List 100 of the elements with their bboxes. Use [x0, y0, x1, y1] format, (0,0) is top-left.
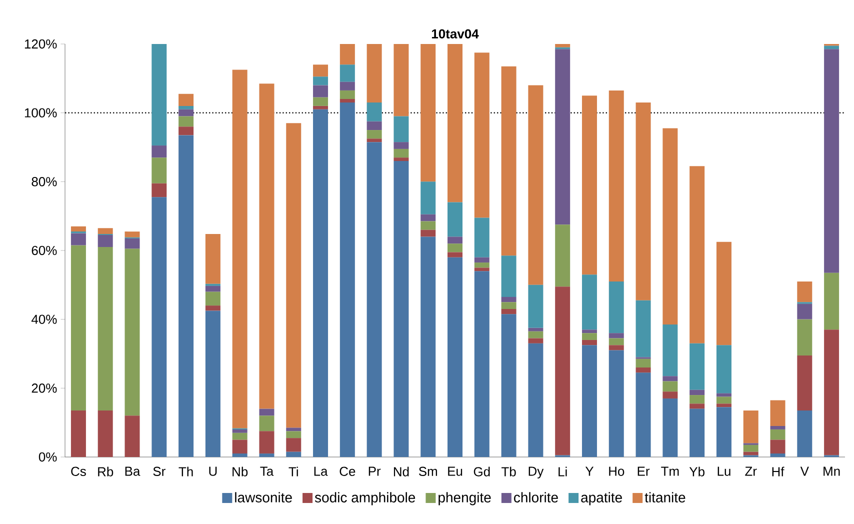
bar: [313, 106, 328, 110]
bar: [124, 238, 140, 249]
bar: [474, 268, 490, 272]
bar: [636, 300, 651, 358]
bar: [286, 123, 302, 428]
bar: [662, 392, 678, 398]
legend-label: lawsonite: [235, 492, 292, 502]
bar: [313, 109, 328, 457]
bar: [286, 428, 302, 432]
bar: [716, 396, 732, 404]
y-tick-label: 0%: [38, 452, 57, 462]
x-tick-label: Sr: [153, 466, 166, 476]
bar: [420, 230, 436, 237]
bar: [340, 44, 355, 65]
x-tick-label: Li: [558, 466, 567, 476]
bar: [501, 308, 516, 314]
bar: [797, 410, 812, 457]
bar: [178, 135, 194, 457]
bar: [340, 99, 355, 102]
bar: [313, 97, 328, 106]
bar: [770, 429, 786, 440]
bar: [797, 355, 812, 411]
bar: [501, 66, 516, 256]
bar: [528, 284, 544, 328]
bar: [98, 235, 113, 248]
bar: [743, 410, 758, 444]
y-tick-label: 80%: [32, 177, 57, 186]
x-tick-label: Gd: [474, 466, 490, 476]
bar: [528, 85, 544, 285]
bar: [690, 395, 705, 404]
legend-label: phengite: [438, 492, 491, 506]
bar: [205, 234, 220, 284]
x-tick-label: Ho: [609, 466, 624, 476]
legend-label: apatite: [581, 492, 622, 506]
bar: [448, 252, 463, 258]
bar: [152, 197, 167, 457]
bar: [313, 85, 328, 98]
x-tick-label: Er: [638, 466, 650, 476]
bar: [690, 390, 705, 396]
bar: [259, 408, 274, 416]
bar: [743, 452, 758, 456]
bar: [636, 368, 651, 373]
bar: [770, 400, 786, 426]
bar: [582, 274, 597, 330]
x-tick-label: Pr: [368, 466, 381, 476]
x-tick-label: Th: [178, 466, 193, 476]
bar: [555, 44, 570, 48]
bar: [70, 233, 86, 246]
bar: [394, 148, 409, 158]
bar: [394, 158, 409, 162]
legend-label: titanite: [644, 492, 686, 502]
bar: [797, 319, 812, 356]
x-tick-label: Ta: [260, 466, 274, 476]
bar: [205, 292, 220, 306]
bar: [474, 262, 490, 268]
x-tick-label: Mn: [824, 466, 840, 476]
legend-label: sodic amphibole: [314, 492, 416, 506]
bar: [608, 345, 624, 350]
bar: [582, 333, 597, 340]
legend-label: chlorite: [514, 492, 558, 502]
bar: [178, 106, 194, 110]
bar: [501, 256, 516, 297]
x-tick-label: U: [209, 466, 217, 476]
x-tick-label: La: [314, 466, 328, 476]
bar: [448, 244, 463, 252]
x-tick-label: Nd: [394, 466, 409, 476]
bar: [448, 44, 463, 202]
bar: [340, 102, 355, 457]
bar: [797, 304, 812, 320]
bar: [770, 454, 786, 457]
bar: [474, 271, 490, 457]
bar: [501, 296, 516, 302]
x-tick-label: V: [800, 466, 809, 476]
y-tick-label: 120%: [24, 39, 57, 49]
bar: [636, 358, 651, 368]
bar: [152, 146, 167, 158]
y-tick-label: 20%: [32, 384, 57, 393]
bar: [152, 44, 167, 146]
bar: [582, 96, 597, 275]
bar: [152, 183, 167, 198]
bar: [824, 330, 840, 456]
bar: [824, 46, 840, 50]
bar: [366, 142, 382, 457]
bar: [528, 343, 544, 457]
bar: [743, 444, 758, 452]
bar: [555, 224, 570, 287]
x-tick-label: Tb: [502, 466, 516, 476]
x-tick-label: Lu: [718, 466, 730, 476]
bar: [205, 286, 220, 292]
x-tick-label: Hf: [772, 466, 784, 476]
bar: [70, 226, 86, 232]
x-tick-label: Nb: [232, 466, 248, 476]
bar: [259, 454, 274, 457]
x-tick-label: Zr: [745, 466, 757, 476]
bar: [286, 452, 302, 457]
bar: [259, 416, 274, 432]
x-tick-label: Cs: [71, 466, 86, 476]
bar: [528, 338, 544, 344]
bar: [232, 440, 248, 454]
bar: [608, 333, 624, 338]
